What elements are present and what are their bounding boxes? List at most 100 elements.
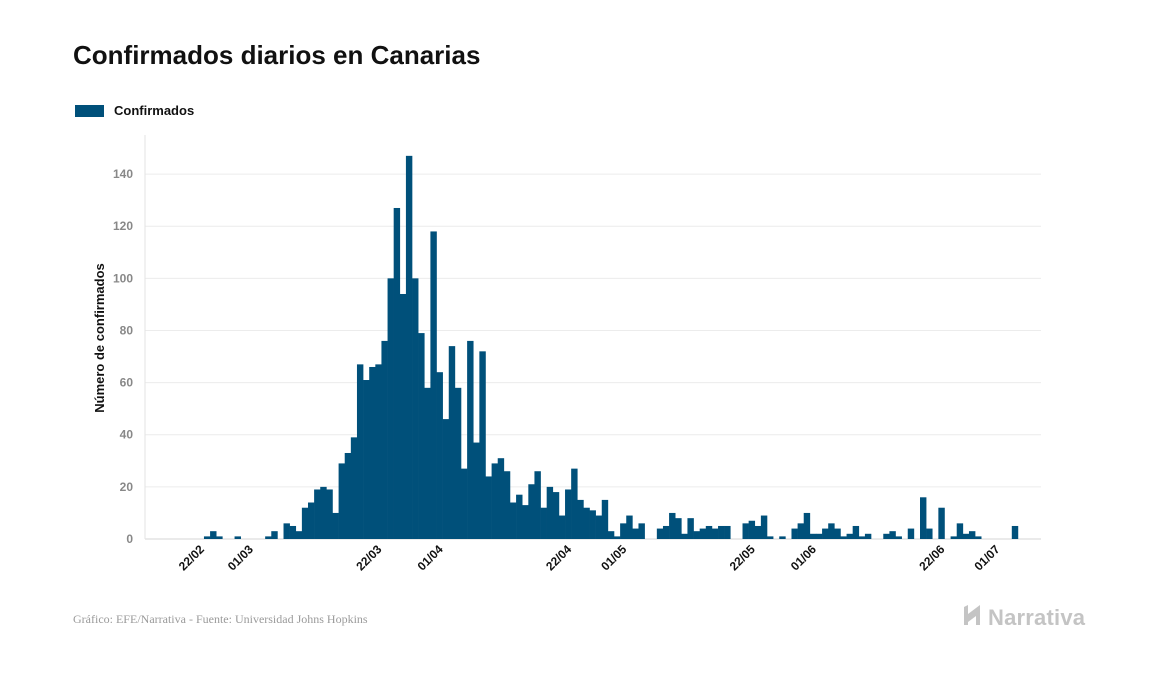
- bar: [822, 528, 829, 539]
- y-axis-label: Número de confirmados: [92, 263, 107, 413]
- bar: [454, 387, 462, 539]
- bar: [767, 536, 774, 539]
- bar: [938, 507, 945, 539]
- bar: [852, 525, 860, 539]
- narrativa-logo-icon: [963, 604, 985, 631]
- bar: [369, 366, 376, 539]
- bar: [338, 463, 346, 539]
- bar: [381, 340, 388, 539]
- source-footer: Gráfico: EFE/Narrativa - Fuente: Univers…: [73, 612, 368, 626]
- bar: [571, 468, 578, 539]
- bar: [711, 528, 719, 539]
- bar: [363, 380, 370, 539]
- bar: [491, 463, 499, 539]
- bar: [815, 533, 823, 539]
- bar: [271, 531, 278, 539]
- bar: [662, 525, 670, 539]
- bar: [314, 489, 321, 539]
- bar: [534, 471, 541, 539]
- x-tick-label: 01/03: [225, 542, 256, 573]
- bar: [577, 499, 584, 539]
- y-tick-label: 80: [120, 323, 134, 337]
- bar: [558, 515, 566, 539]
- bar: [834, 528, 841, 539]
- bar: [509, 502, 517, 539]
- bar: [234, 536, 241, 539]
- grid-layer: [145, 173, 1041, 540]
- bar: [656, 528, 664, 539]
- bar: [638, 523, 645, 539]
- bar: [289, 525, 297, 539]
- bar: [442, 419, 450, 539]
- chart-legend: Confirmados: [75, 103, 194, 118]
- brand-name: Narrativa: [988, 604, 1086, 630]
- bar: [968, 531, 976, 539]
- bar: [889, 531, 896, 539]
- bar: [895, 536, 902, 539]
- bar: [448, 346, 456, 539]
- bar: [320, 486, 327, 539]
- bar: [950, 536, 958, 539]
- bar: [540, 507, 547, 539]
- bar: [699, 528, 707, 539]
- bar: [216, 536, 223, 539]
- legend-label: Confirmados: [114, 103, 195, 118]
- bar: [393, 207, 401, 540]
- bar: [565, 489, 572, 539]
- bar: [375, 364, 382, 539]
- y-tick-label: 0: [126, 532, 133, 546]
- bar: [705, 525, 713, 539]
- y-tick-label: 60: [120, 376, 134, 390]
- y-tick-label: 120: [113, 219, 133, 233]
- bar: [858, 536, 866, 539]
- y-tick-label: 40: [120, 428, 134, 442]
- bar: [754, 525, 762, 539]
- bar: [620, 523, 627, 539]
- bar: [589, 510, 596, 539]
- bar: [528, 484, 535, 539]
- bar: [601, 499, 609, 539]
- bar: [607, 531, 615, 539]
- bar: [779, 536, 786, 539]
- bar: [350, 437, 358, 539]
- bar: [797, 523, 805, 539]
- bar: [467, 340, 474, 539]
- bar: [595, 515, 603, 539]
- bar: [926, 528, 933, 539]
- bar: [210, 531, 217, 539]
- bar: [295, 531, 303, 539]
- bar: [583, 507, 590, 539]
- bar: [356, 364, 364, 539]
- x-tick-label: 22/05: [727, 542, 758, 573]
- bar: [687, 518, 694, 539]
- bar: [405, 155, 413, 539]
- bar: [424, 387, 431, 539]
- x-tick-label: 22/04: [543, 542, 574, 573]
- bar: [846, 533, 853, 539]
- bar: [742, 523, 749, 539]
- bar: [497, 458, 505, 539]
- bar: [864, 533, 872, 539]
- bar: [461, 468, 468, 539]
- x-tick-label: 01/07: [971, 542, 1002, 573]
- legend-swatch: [75, 104, 104, 117]
- bar: [693, 531, 700, 539]
- bar: [546, 486, 554, 539]
- y-tick-label: 100: [113, 271, 133, 285]
- bar: [803, 512, 811, 539]
- bar: [283, 523, 290, 539]
- bar: [485, 476, 492, 539]
- bar: [516, 494, 523, 539]
- x-tick-label: 01/05: [598, 542, 629, 573]
- bar: [840, 536, 847, 539]
- x-tick-label: 01/06: [788, 542, 819, 573]
- bar: [883, 533, 890, 539]
- bar: [399, 293, 407, 539]
- bar: [301, 507, 309, 539]
- bar: [332, 512, 339, 539]
- bars-layer: [203, 155, 1019, 540]
- bar: [344, 452, 352, 539]
- y-tick-label: 20: [120, 480, 134, 494]
- bar: [975, 536, 982, 539]
